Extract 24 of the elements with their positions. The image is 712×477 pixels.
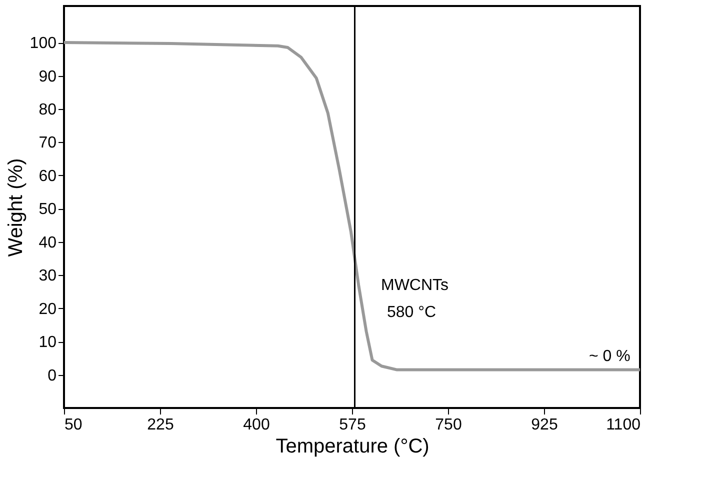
x-axis-title: Temperature (°C): [276, 436, 430, 458]
y-tick-label: 50: [38, 201, 57, 218]
y-tick-label: 40: [38, 234, 57, 252]
annotation: MWCNTs: [381, 277, 449, 294]
y-tick-label: 0: [48, 367, 57, 384]
x-tick-label: 400: [243, 416, 270, 434]
x-tick-label: 750: [435, 416, 462, 434]
line-series: [62, 41, 642, 372]
x-tick-label: 1100: [606, 416, 641, 434]
y-tick-label: 70: [38, 134, 57, 152]
x-tick-label: 925: [531, 416, 558, 434]
y-tick-label: 30: [38, 268, 57, 285]
x-tick-label: 225: [147, 416, 174, 434]
y-tick-label: 60: [38, 168, 57, 185]
y-tick-label: 80: [38, 101, 57, 118]
x-tick-label: 50: [64, 416, 82, 434]
y-tick-label: 20: [38, 300, 57, 318]
annotation: 580 °C: [387, 304, 436, 321]
annotation: ~ 0 %: [589, 348, 630, 365]
x-tick-label: 575: [339, 416, 366, 434]
y-tick-label: 90: [38, 68, 57, 86]
y-tick-label: 10: [38, 334, 57, 352]
y-axis-title: Weight (%): [4, 158, 27, 257]
y-tick-label: 100: [30, 35, 57, 52]
